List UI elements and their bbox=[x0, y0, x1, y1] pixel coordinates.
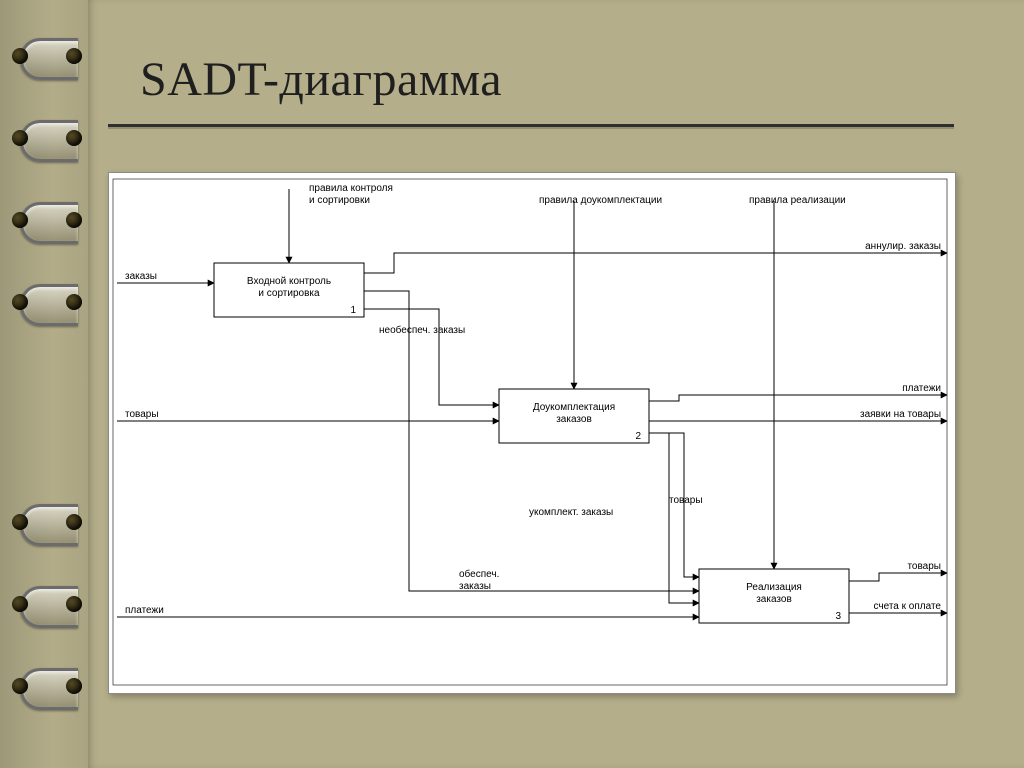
svg-text:аннулир. заказы: аннулир. заказы bbox=[865, 241, 941, 252]
svg-text:правила реализации: правила реализации bbox=[749, 195, 846, 206]
svg-text:товары: товары bbox=[125, 409, 159, 420]
binder-ring bbox=[12, 198, 76, 244]
binder-ring bbox=[12, 280, 76, 326]
slide-title: SADT-диаграмма bbox=[140, 52, 502, 107]
binder-ring bbox=[12, 116, 76, 162]
svg-text:обеспеч.заказы: обеспеч.заказы bbox=[459, 568, 499, 592]
diagram-frame: Входной контрольи сортировка1Доукомплект… bbox=[108, 172, 956, 694]
slide: SADT-диаграмма Входной контрольи сортиро… bbox=[0, 0, 1024, 768]
binder-ring bbox=[12, 34, 76, 80]
svg-text:платежи: платежи bbox=[125, 605, 164, 616]
activity-number: 1 bbox=[350, 305, 356, 316]
title-underline bbox=[108, 124, 954, 127]
spiral-binding bbox=[0, 0, 88, 768]
svg-text:правила контроляи сортировки: правила контроляи сортировки bbox=[309, 183, 393, 206]
binder-ring bbox=[12, 500, 76, 546]
svg-text:товары: товары bbox=[907, 561, 941, 572]
sadt-diagram: Входной контрольи сортировка1Доукомплект… bbox=[109, 173, 955, 693]
binder-ring bbox=[12, 664, 76, 710]
svg-text:платежи: платежи bbox=[902, 383, 941, 394]
svg-text:заявки на товары: заявки на товары bbox=[860, 409, 941, 420]
svg-text:укомплект. заказы: укомплект. заказы bbox=[529, 507, 613, 518]
svg-text:заказы: заказы bbox=[125, 271, 157, 282]
svg-text:необеспеч. заказы: необеспеч. заказы bbox=[379, 324, 465, 336]
activity-number: 2 bbox=[635, 431, 641, 442]
svg-text:правила доукомплектации: правила доукомплектации bbox=[539, 195, 662, 206]
activity-label-1: Входной контрольи сортировка bbox=[247, 276, 331, 299]
activity-number: 3 bbox=[835, 611, 841, 622]
svg-text:товары: товары bbox=[669, 495, 703, 506]
svg-text:счета к оплате: счета к оплате bbox=[874, 601, 942, 612]
binder-ring bbox=[12, 582, 76, 628]
